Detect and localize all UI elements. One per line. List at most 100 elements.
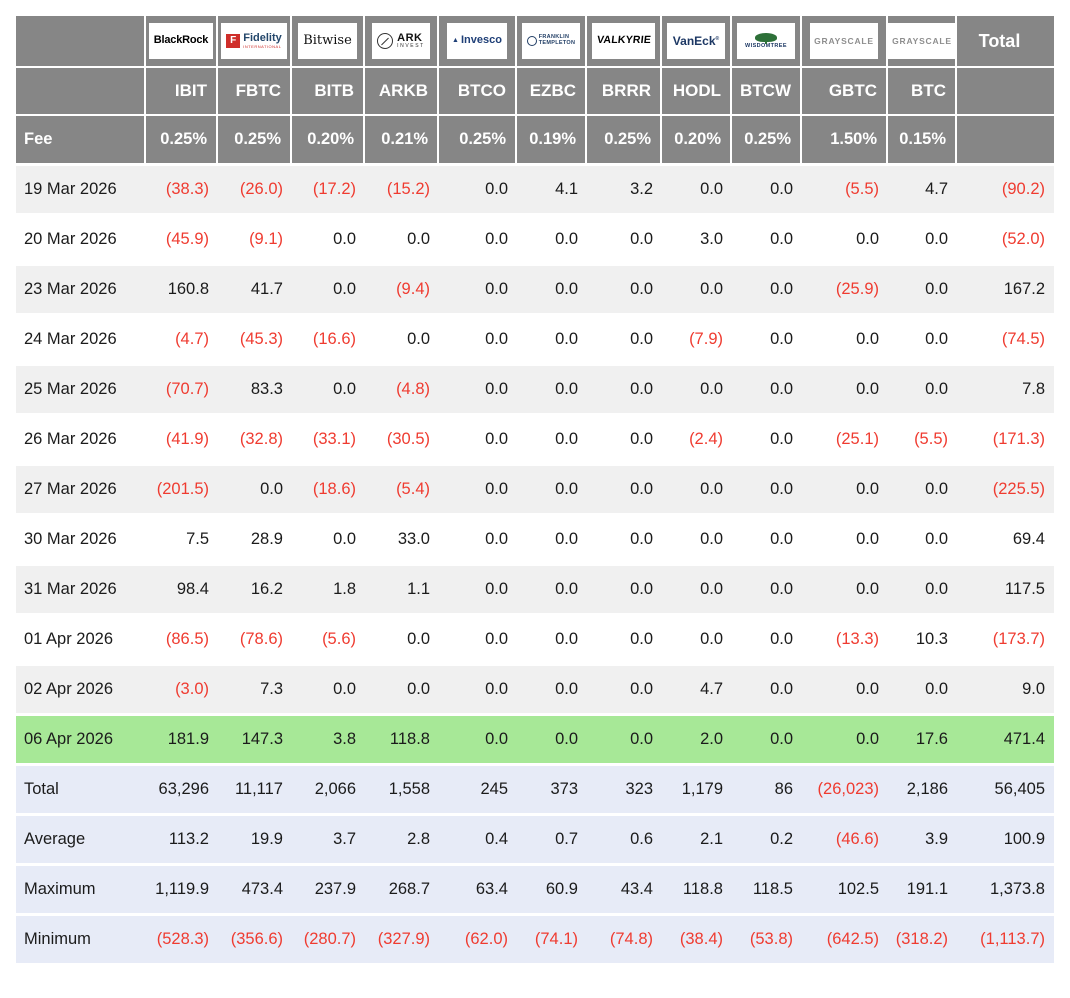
value-cell: 0.0	[732, 516, 802, 566]
value-cell: 0.0	[732, 466, 802, 516]
fee-fbtc: 0.25%	[218, 116, 292, 166]
fee-total-spacer	[957, 116, 1054, 166]
value-cell: 0.0	[292, 516, 365, 566]
fee-btco: 0.25%	[439, 116, 517, 166]
summary-value-cell: (318.2)	[888, 916, 957, 966]
summary-value-cell: 19.9	[218, 816, 292, 866]
summary-value-cell: 118.8	[662, 866, 732, 916]
summary-label: Minimum	[16, 916, 146, 966]
value-cell: 0.0	[662, 566, 732, 616]
invesco-mountain-icon: ▲	[452, 37, 459, 45]
ticker-btc: BTC	[888, 68, 957, 116]
vaneck-logo-icon: VanEck®	[667, 23, 725, 59]
date-cell: 06 Apr 2026	[16, 716, 146, 766]
value-cell: 41.7	[218, 266, 292, 316]
value-cell: 0.0	[365, 216, 439, 266]
value-cell: 0.0	[517, 316, 587, 366]
value-cell: (9.1)	[218, 216, 292, 266]
value-cell: 0.0	[732, 266, 802, 316]
value-cell: 0.0	[439, 566, 517, 616]
value-cell: 0.0	[587, 316, 662, 366]
row-total-cell: (171.3)	[957, 416, 1054, 466]
value-cell: 0.0	[439, 716, 517, 766]
date-cell: 02 Apr 2026	[16, 666, 146, 716]
date-cell: 25 Mar 2026	[16, 366, 146, 416]
provider-logo-invesco: ▲ Invesco	[439, 16, 517, 68]
summary-label: Average	[16, 816, 146, 866]
summary-value-cell: (74.1)	[517, 916, 587, 966]
value-cell: (70.7)	[146, 366, 218, 416]
value-cell: 83.3	[218, 366, 292, 416]
value-cell: 17.6	[888, 716, 957, 766]
summary-value-cell: (46.6)	[802, 816, 888, 866]
value-cell: (25.1)	[802, 416, 888, 466]
summary-value-cell: (528.3)	[146, 916, 218, 966]
summary-value-cell: 0.6	[587, 816, 662, 866]
summary-total-cell: (1,113.7)	[957, 916, 1054, 966]
fee-btc: 0.15%	[888, 116, 957, 166]
ticker-total-spacer	[957, 68, 1054, 116]
value-cell: 0.0	[517, 366, 587, 416]
value-cell: 0.0	[587, 216, 662, 266]
date-cell: 20 Mar 2026	[16, 216, 146, 266]
table-row: 30 Mar 2026 7.5 28.9 0.0 33.0 0.0 0.0 0.0 0.0 0.0…	[16, 516, 1054, 566]
provider-logo-wisdomtree: WISDOMTREE	[732, 16, 802, 68]
summary-value-cell: (280.7)	[292, 916, 365, 966]
ticker-btco: BTCO	[439, 68, 517, 116]
value-cell: 4.7	[662, 666, 732, 716]
value-cell: 0.0	[662, 166, 732, 216]
date-cell: 31 Mar 2026	[16, 566, 146, 616]
value-cell: 0.0	[517, 716, 587, 766]
value-cell: (78.6)	[218, 616, 292, 666]
summary-label: Maximum	[16, 866, 146, 916]
value-cell: 0.0	[802, 216, 888, 266]
fidelity-logo-icon: F Fidelity INTERNATIONAL	[221, 23, 287, 59]
summary-value-cell: (327.9)	[365, 916, 439, 966]
value-cell: (86.5)	[146, 616, 218, 666]
value-cell: 1.8	[292, 566, 365, 616]
summary-value-cell: (26,023)	[802, 766, 888, 816]
value-cell: (7.9)	[662, 316, 732, 366]
date-cell: 19 Mar 2026	[16, 166, 146, 216]
row-total-cell: 7.8	[957, 366, 1054, 416]
ticker-header-row: IBIT FBTC BITB ARKB BTCO EZBC BRRR HODL …	[16, 68, 1054, 116]
summary-total-cell: 100.9	[957, 816, 1054, 866]
value-cell: 0.0	[517, 566, 587, 616]
table-row: 23 Mar 2026 160.8 41.7 0.0 (9.4) 0.0 0.0 0.0 0.0…	[16, 266, 1054, 316]
summary-value-cell: 1,179	[662, 766, 732, 816]
wisdomtree-logo-icon: WISDOMTREE	[737, 23, 795, 59]
summary-row: Total 63,296 11,117 2,066 1,558 245 373 323 1,17…	[16, 766, 1054, 816]
value-cell: 0.0	[439, 266, 517, 316]
value-cell: 0.0	[888, 216, 957, 266]
value-cell: 28.9	[218, 516, 292, 566]
ticker-brrr: BRRR	[587, 68, 662, 116]
date-cell: 23 Mar 2026	[16, 266, 146, 316]
provider-logo-blackrock: BlackRock	[146, 16, 218, 68]
summary-row: Average 113.2 19.9 3.7 2.8 0.4 0.7 0.6 2.1 0.2 (46…	[16, 816, 1054, 866]
date-cell: 26 Mar 2026	[16, 416, 146, 466]
summary-label: Total	[16, 766, 146, 816]
value-cell: 0.0	[439, 366, 517, 416]
provider-logo-grayscale-btc: GRAYSCALE	[888, 16, 957, 68]
value-cell: 0.0	[587, 716, 662, 766]
value-cell: 2.0	[662, 716, 732, 766]
value-cell: (4.7)	[146, 316, 218, 366]
ticker-gbtc: GBTC	[802, 68, 888, 116]
fee-ibit: 0.25%	[146, 116, 218, 166]
value-cell: 0.0	[888, 516, 957, 566]
value-cell: 0.0	[439, 666, 517, 716]
value-cell: 10.3	[888, 616, 957, 666]
value-cell: 0.0	[439, 466, 517, 516]
value-cell: 0.0	[587, 516, 662, 566]
fee-arkb: 0.21%	[365, 116, 439, 166]
summary-total-cell: 1,373.8	[957, 866, 1054, 916]
value-cell: 0.0	[732, 216, 802, 266]
ticker-fbtc: FBTC	[218, 68, 292, 116]
value-cell: 0.0	[439, 166, 517, 216]
summary-value-cell: 0.4	[439, 816, 517, 866]
value-cell: 0.0	[587, 266, 662, 316]
ticker-arkb: ARKB	[365, 68, 439, 116]
ticker-row-label	[16, 68, 146, 116]
summary-value-cell: 268.7	[365, 866, 439, 916]
